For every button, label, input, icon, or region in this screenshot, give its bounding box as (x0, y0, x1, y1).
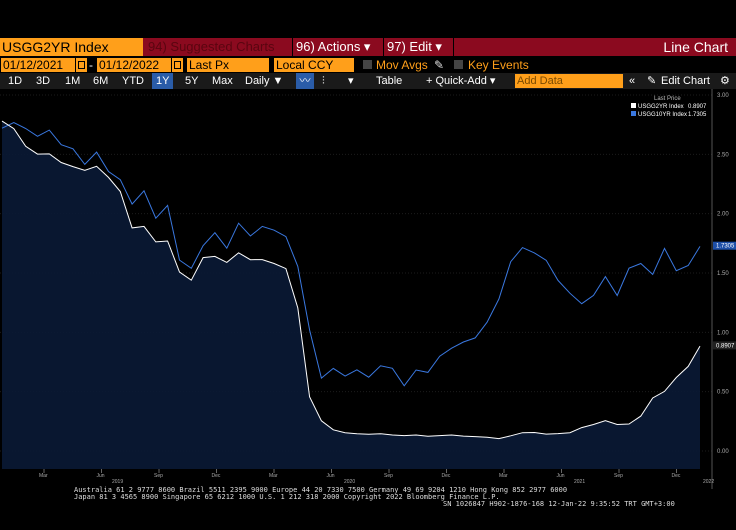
x-year-label: 2022 (703, 479, 714, 485)
legend-value-usgg2yr: 0.8907 (688, 104, 707, 110)
x-month-label: Mar (39, 473, 48, 479)
calendar-icon[interactable] (172, 58, 183, 72)
x-month-label: Mar (499, 473, 508, 479)
period-1d[interactable]: 1D (8, 75, 23, 87)
period-1y[interactable]: 1Y (152, 73, 174, 89)
quick-add-button[interactable]: + Quick-Add ▾ (426, 75, 496, 87)
key-events-label[interactable]: Key Events (468, 58, 529, 72)
price-field-select[interactable]: Last Px (187, 58, 269, 72)
y-tick-label: 1.00 (717, 330, 729, 336)
x-month-label: Dec (442, 473, 451, 479)
last-value-box (713, 341, 736, 350)
currency-select[interactable]: Local CCY (274, 58, 354, 72)
period-5y[interactable]: 5Y (185, 75, 199, 87)
x-month-label: Mar (269, 473, 278, 479)
mov-avgs-label[interactable]: Mov Avgs (376, 58, 428, 72)
collapse-icon[interactable]: « (629, 75, 636, 87)
x-month-label: Jun (557, 473, 565, 479)
x-month-label: Jun (327, 473, 335, 479)
edit-menu[interactable]: 97) Edit ▾ (387, 39, 442, 54)
chart-type-label: Line Chart (663, 39, 728, 55)
x-month-label: Dec (672, 473, 681, 479)
toolbar-divider (453, 38, 454, 56)
legend-swatch-usgg10yr (631, 111, 636, 116)
period-1m[interactable]: 1M (65, 75, 81, 87)
x-month-label: Sep (614, 473, 623, 479)
y-tick-label: 0.00 (717, 449, 729, 455)
ticker-input[interactable]: USGG2YR Index (0, 38, 143, 56)
line-chart[interactable]: 3.00 2.50 2.00 1.50 1.00 0.50 0.00 1.7305 0.890… (0, 89, 736, 530)
date-range-dash: - (89, 58, 93, 72)
legend-header: Last Price (654, 96, 681, 102)
end-date-field[interactable]: 01/12/2022 (97, 58, 171, 72)
gear-icon[interactable]: ⚙ (720, 75, 730, 87)
legend-value-usgg10yr: 1.7305 (688, 112, 707, 118)
calendar-icon[interactable] (76, 58, 87, 72)
last-value-label: 1.7305 (716, 244, 735, 250)
series-line-usgg10yr (1, 122, 701, 387)
y-tick-label: 2.50 (717, 152, 729, 158)
date-toolbar: 01/12/2021 - 01/12/2022 Last Px Local CC… (0, 57, 736, 73)
toolbar-divider (383, 38, 384, 56)
start-date-field[interactable]: 01/12/2021 (1, 58, 75, 72)
x-year-label: 2020 (344, 479, 355, 485)
pencil-icon[interactable]: ✎ (647, 75, 657, 87)
period-toolbar: 1D 3D 1M 6M YTD 1Y 5Y Max Daily ▼ 〰 ⫶ ▾ … (0, 73, 736, 89)
frequency-select[interactable]: Daily ▼ (245, 75, 284, 87)
last-value-label: 0.8907 (716, 343, 735, 349)
add-data-input[interactable]: Add Data (515, 74, 623, 88)
command-toolbar: 94) Suggested Charts 96) Actions ▾ 97) E… (0, 38, 736, 56)
key-events-checkbox[interactable] (454, 60, 463, 69)
candlestick-icon[interactable]: ⫶ (322, 75, 325, 87)
suggested-charts-menu[interactable]: 94) Suggested Charts (148, 39, 275, 54)
legend-name-usgg2yr: USGG2YR Index (638, 104, 684, 110)
x-year-label: 2021 (574, 479, 585, 485)
legend-swatch-usgg2yr (631, 103, 636, 108)
edit-chart-button[interactable]: Edit Chart (661, 75, 710, 87)
x-month-label: Sep (384, 473, 393, 479)
pencil-icon[interactable]: ✎ (434, 58, 445, 72)
period-max[interactable]: Max (212, 75, 233, 87)
footer-line-2: Japan 81 3 4565 8900 Singapore 65 6212 1… (74, 493, 500, 501)
y-tick-label: 2.00 (717, 212, 729, 218)
period-3d[interactable]: 3D (36, 75, 51, 87)
x-month-label: Jun (97, 473, 105, 479)
last-value-box (713, 241, 736, 250)
series-line-usgg2yr (1, 120, 701, 440)
y-tick-label: 0.50 (717, 390, 729, 396)
mov-avgs-checkbox[interactable] (363, 60, 372, 69)
footer-line-3: SN 1026847 H902-1876-168 12-Jan-22 9:35:… (443, 500, 675, 508)
table-button[interactable]: Table (376, 75, 403, 87)
x-month-label: Dec (212, 473, 221, 479)
y-tick-label: 3.00 (717, 93, 729, 99)
x-month-label: Sep (154, 473, 163, 479)
period-6m[interactable]: 6M (93, 75, 109, 87)
x-year-label: 2019 (112, 479, 123, 485)
area-fill (2, 121, 700, 469)
period-ytd[interactable]: YTD (122, 75, 144, 87)
actions-menu[interactable]: 96) Actions ▾ (296, 39, 371, 54)
legend: Last Price USGG2YR Index 0.8907 USGG10YR… (631, 96, 707, 118)
line-chart-icon[interactable]: 〰 (296, 73, 314, 89)
toolbar-divider (292, 38, 293, 56)
chevron-down-icon[interactable]: ▾ (348, 75, 354, 87)
y-tick-label: 1.50 (717, 271, 729, 277)
legend-name-usgg10yr: USGG10YR Index (638, 112, 687, 118)
footer-line-1: Australia 61 2 9777 8600 Brazil 5511 239… (74, 486, 568, 494)
